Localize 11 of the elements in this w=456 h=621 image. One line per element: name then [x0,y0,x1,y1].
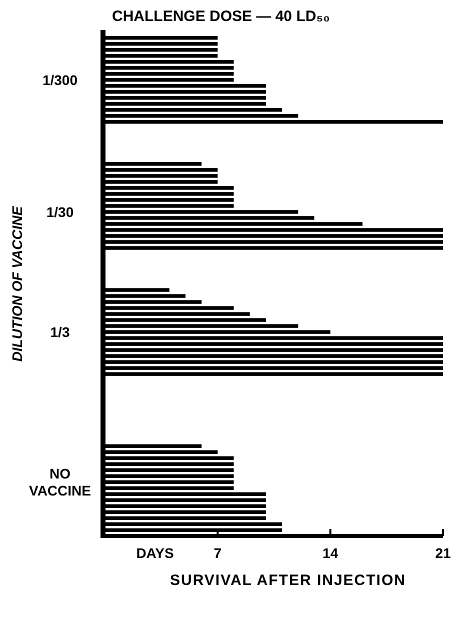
text: DAYS [136,545,174,561]
x-tick-label: 21 [435,545,451,561]
y-tick-label: 1/300 [42,72,78,88]
x-axis-title: SURVIVAL AFTER INJECTION [170,572,406,589]
y-tick-label: 1/3 [50,324,70,340]
y-tick-label: 1/30 [46,204,74,220]
y-tick-label: NO VACCINE [29,466,91,499]
chart-title: CHALLENGE DOSE — 40 LD₅₀ [112,8,330,25]
y-axis-title: DILUTION OF VACCINE [9,206,25,362]
x-tick-label: 14 [322,545,338,561]
x-tick-label: 7 [214,545,222,561]
